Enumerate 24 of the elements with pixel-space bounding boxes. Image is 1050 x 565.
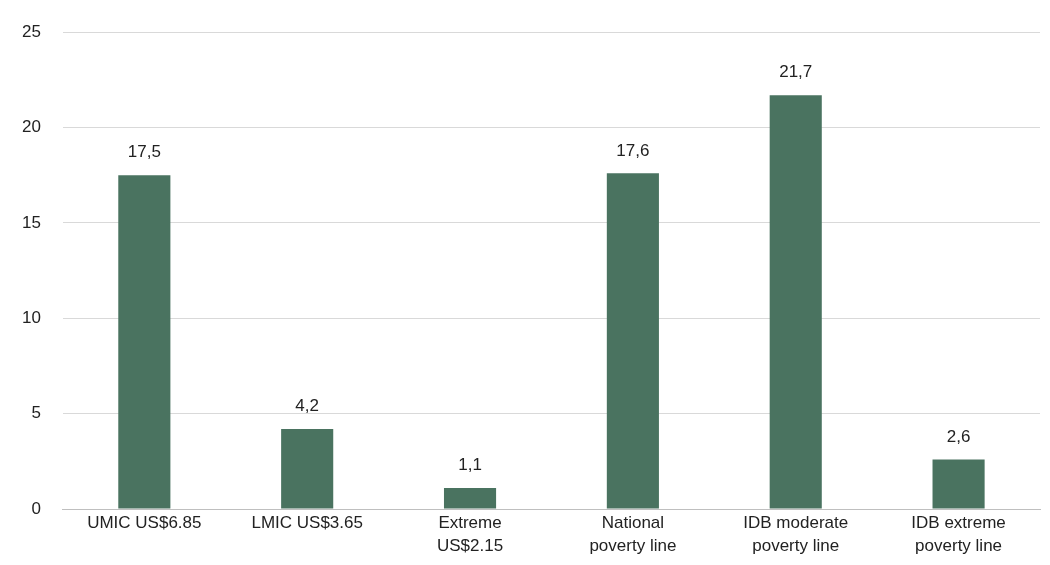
bar [606,173,659,509]
data-label: 2,6 [946,426,971,446]
y-tick-label: 25 [21,21,41,41]
y-tick-label: 15 [21,212,41,232]
data-label: 17,5 [127,142,161,162]
x-tick-label: National poverty line [589,513,677,556]
x-tick-label: IDB moderate poverty line [743,513,849,556]
bar [769,95,822,509]
x-tick-label: IDB extreme poverty line [911,513,1006,556]
x-tick-label: Extreme US$2.15 [436,513,504,556]
y-tick-label: 20 [21,117,41,137]
bar [281,428,334,509]
y-tick-label: 10 [21,308,41,328]
x-tick-label: LMIC US$3.65 [251,513,363,533]
data-label: 4,2 [295,396,319,416]
data-label: 1,1 [458,455,482,475]
y-tick-label: 0 [31,498,41,518]
x-tick-label: UMIC US$6.85 [87,513,202,533]
data-label: 17,6 [616,140,650,160]
bar [443,488,497,509]
data-label: 21,7 [779,62,813,82]
y-tick-label: 5 [31,403,41,423]
bar [932,459,985,509]
bar [118,175,171,509]
